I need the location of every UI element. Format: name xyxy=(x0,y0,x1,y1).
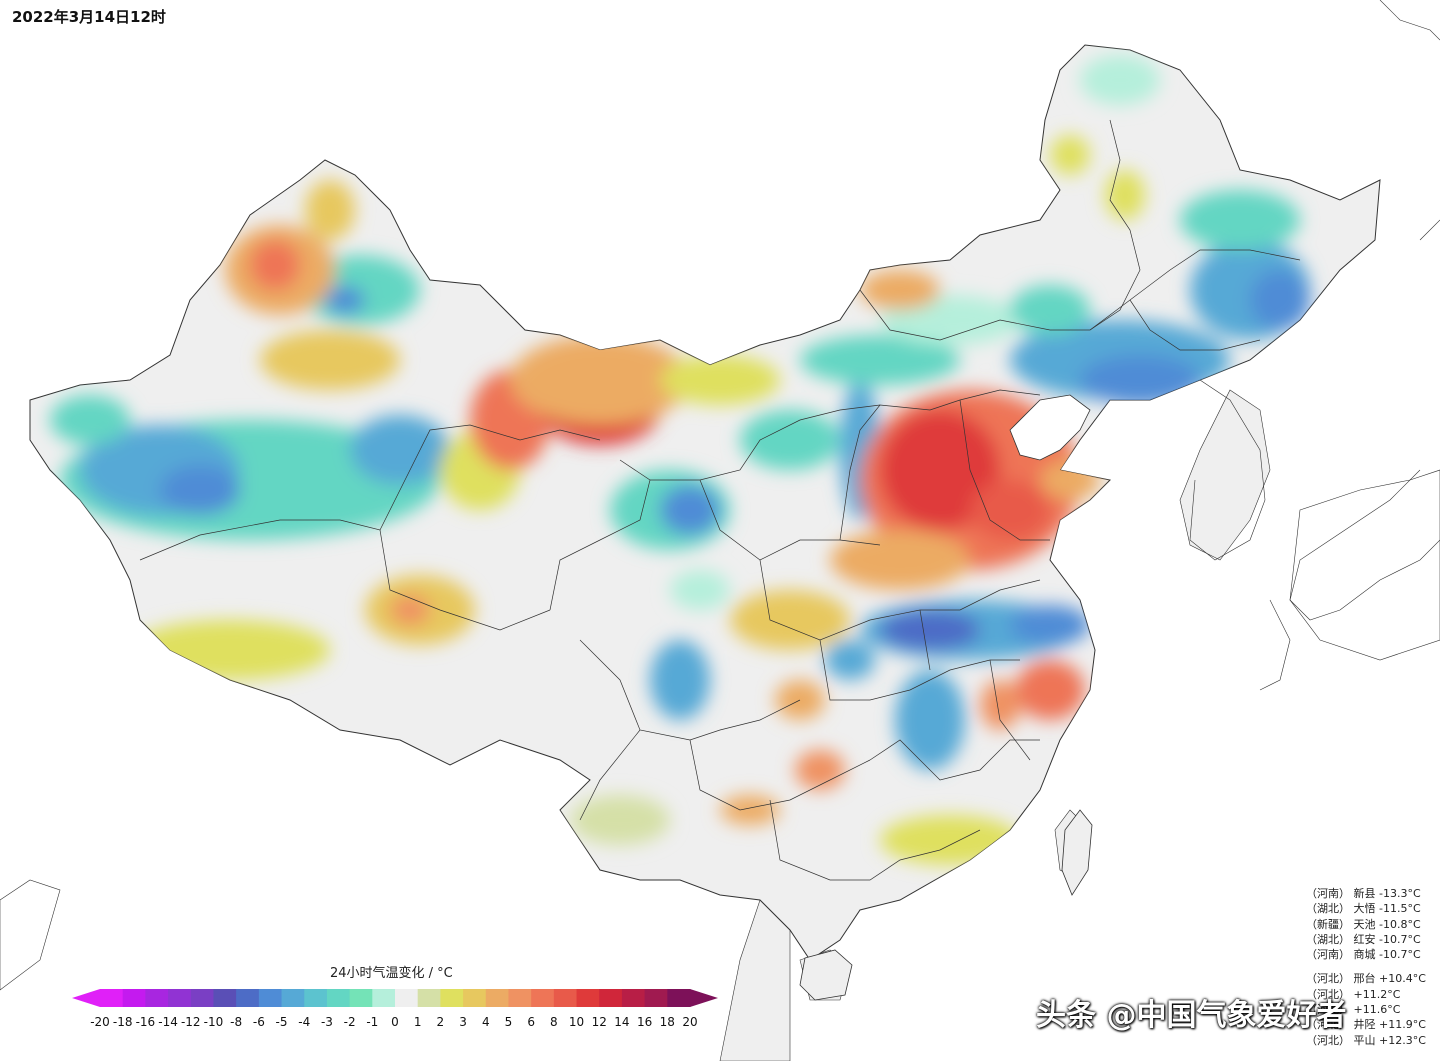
legend-tick: 0 xyxy=(391,1015,399,1029)
station-row: （河北） +11.2°C xyxy=(1306,987,1401,1001)
temperature-field xyxy=(50,55,1310,865)
legend-swatch xyxy=(553,989,578,1007)
legend-tick: -20 xyxy=(90,1015,110,1029)
legend-swatch xyxy=(667,989,691,1007)
legend-swatch xyxy=(463,989,487,1007)
legend-tick: 2 xyxy=(436,1015,445,1029)
cold-station-list: （河南） 新县 -13.3°C （湖北） 大悟 -11.5°C （新疆） 天池 -1… xyxy=(1306,886,1426,962)
color-scale-legend xyxy=(72,989,718,1007)
legend-tick: 1 xyxy=(413,1015,422,1029)
legend-swatch xyxy=(349,989,373,1007)
legend-swatch xyxy=(395,989,419,1007)
legend-swatch xyxy=(213,989,237,1007)
legend-swatch xyxy=(485,989,509,1007)
legend-tick: 12 xyxy=(591,1015,607,1029)
legend-swatch xyxy=(531,989,555,1007)
legend-tick: -4 xyxy=(298,1015,311,1029)
station-row: （河北） 邢台 +10.4°C xyxy=(1306,972,1426,986)
legend-tick: 5 xyxy=(504,1015,513,1029)
taiwan xyxy=(1061,809,1093,896)
legend-swatch xyxy=(145,989,169,1007)
hainan xyxy=(799,949,853,1001)
station-row: （河南） 新县 -13.3°C xyxy=(1306,887,1421,900)
station-row: （湖北） 红安 -10.7°C xyxy=(1306,932,1421,946)
province-borders xyxy=(139,119,1301,881)
legend-swatch xyxy=(258,989,283,1007)
legend-tick: 4 xyxy=(481,1015,490,1029)
legend-swatch xyxy=(576,989,600,1007)
watermark: 头条 @中国气象爱好者 xyxy=(1036,998,1347,1033)
legend-arrow-left xyxy=(72,989,100,1007)
legend-tick: -8 xyxy=(230,1015,243,1029)
legend-swatch xyxy=(100,989,124,1007)
legend-title: 24小时气温变化 / °C xyxy=(330,966,453,981)
map-timestamp: 2022年3月14日12时 xyxy=(12,8,166,26)
legend-swatch xyxy=(168,989,192,1007)
legend-tick: -2 xyxy=(343,1015,356,1029)
legend-tick: -1 xyxy=(366,1015,379,1029)
legend-tick: 14 xyxy=(614,1015,630,1029)
legend-tick: -5 xyxy=(275,1015,288,1029)
legend-tick: 8 xyxy=(550,1015,558,1029)
station-row: （河北） 平山 +12.3°C xyxy=(1306,1033,1426,1047)
legend-tick: -18 xyxy=(112,1015,133,1029)
legend-tick: 10 xyxy=(568,1015,585,1029)
legend-swatch xyxy=(508,989,532,1007)
legend-swatch xyxy=(304,989,328,1007)
neighbor-land xyxy=(0,389,1440,1061)
legend-tick-labels: -20 -18 -16 -14 -12 -10 -8 -6 -5 -4 -3 -2 -1 0 1 2 3 4 5 6 8… xyxy=(0,1015,800,1033)
east-asia-outlines xyxy=(1189,0,1440,691)
legend-tick: 3 xyxy=(459,1015,467,1029)
legend-swatch xyxy=(281,989,305,1007)
legend-tick: -3 xyxy=(320,1015,333,1029)
legend-swatch xyxy=(190,989,214,1007)
legend-arrow-right xyxy=(690,989,718,1007)
legend-swatch xyxy=(440,989,464,1007)
station-row: （河南） 商城 -10.7°C xyxy=(1306,948,1421,962)
bohai-sea xyxy=(1009,394,1091,461)
legend-tick: -6 xyxy=(252,1015,265,1029)
legend-tick: -12 xyxy=(180,1015,201,1029)
legend-swatch xyxy=(372,989,396,1007)
station-row: （新疆） 天池 -10.8°C xyxy=(1306,917,1421,931)
legend-swatch xyxy=(122,989,146,1007)
legend-tick: 20 xyxy=(682,1015,698,1029)
legend-swatch xyxy=(599,989,623,1007)
station-list: （河南） 新县 -13.3°C （湖北） 大悟 -11.5°C （新疆） 天池 -1… xyxy=(1306,886,1426,1048)
legend-tick: 16 xyxy=(636,1015,653,1029)
legend-swatch xyxy=(236,989,260,1007)
station-row: （湖北） 大悟 -11.5°C xyxy=(1306,902,1421,916)
legend-tick: -10 xyxy=(203,1015,224,1029)
warm-station-list: （河北） 邢台 +10.4°C （河北） +11.2°C （河北） +11.6°C （… xyxy=(1306,971,1426,1047)
legend-tick: -14 xyxy=(158,1015,178,1029)
legend-swatch xyxy=(326,989,351,1007)
legend-swatch xyxy=(417,989,441,1007)
legend-tick: -16 xyxy=(135,1015,156,1029)
legend-tick: 6 xyxy=(527,1015,535,1029)
legend-swatch xyxy=(644,989,668,1007)
legend-swatch xyxy=(621,989,646,1007)
legend-tick: 18 xyxy=(659,1015,675,1029)
station-row: （河北） +11.6°C xyxy=(1306,1003,1401,1017)
station-row: （河北） 井陉 +11.9°C xyxy=(1306,1018,1426,1032)
